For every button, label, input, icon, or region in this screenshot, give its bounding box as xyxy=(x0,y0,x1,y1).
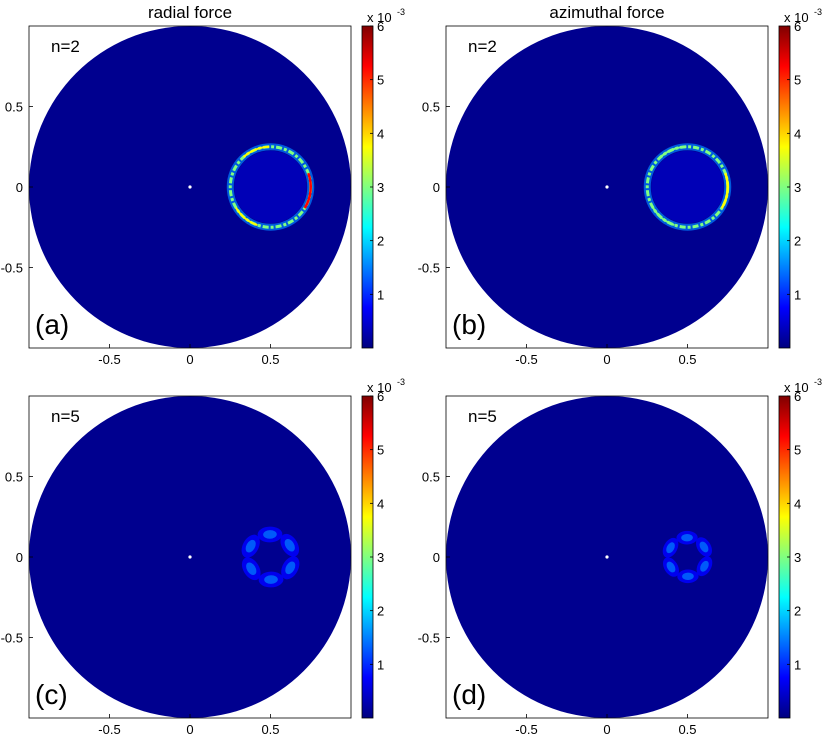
center-dot-c xyxy=(188,555,192,559)
lobe-core-d-2 xyxy=(666,561,676,573)
colorbar-tick-label-d: 3 xyxy=(794,550,801,565)
y-tick-label-d: -0.5 xyxy=(418,631,440,646)
colorbar-tick-label-a: 2 xyxy=(377,234,384,249)
lobe-core-c-3 xyxy=(245,539,256,553)
center-dot-b xyxy=(605,185,609,189)
y-tick-label-b: -0.5 xyxy=(418,261,440,276)
y-tick-label-a: 0 xyxy=(16,180,23,195)
lobe-core-d-1 xyxy=(682,572,694,581)
x-tick-label-d: 0.5 xyxy=(678,722,696,737)
lobe-core-c-2 xyxy=(246,562,257,575)
lobe-core-d-4 xyxy=(681,533,693,542)
x-tick-label-a: 0.5 xyxy=(261,352,279,367)
colorbar-tick-label-c: 4 xyxy=(377,496,384,511)
panel-a: radial force n=2 (a) -0.5 0 0.5 0.5 0 -0.5 1 2 3 4 5 6… xyxy=(1,3,405,367)
y-tick-label-b: 0 xyxy=(433,180,440,195)
x-tick-label-c: 0 xyxy=(186,722,193,737)
y-tick-label-b: 0.5 xyxy=(422,100,440,115)
mode-annotation-c: n=5 xyxy=(51,407,80,426)
y-tick-label-c: 0 xyxy=(16,550,23,565)
colorbar-exponent-d: -3 xyxy=(814,377,822,387)
mode-annotation-b: n=2 xyxy=(468,37,497,56)
lobe-core-c-5 xyxy=(284,539,295,552)
x-tick-label-b: 0 xyxy=(603,352,610,367)
colorbar-tick-label-b: 6 xyxy=(794,19,801,34)
ring-hotspot-b xyxy=(652,207,675,227)
colorbar-exponent-a: -3 xyxy=(397,7,405,17)
colorbar-multiplier-c: x 10 xyxy=(367,380,392,395)
panel-label-d: (d) xyxy=(452,679,486,710)
ring-hotspot-b xyxy=(720,172,729,209)
lobe-core-c-4 xyxy=(263,530,277,539)
lobe-core-d-5 xyxy=(699,541,709,553)
panel-label-c: (c) xyxy=(35,679,68,710)
mode-annotation-d: n=5 xyxy=(468,407,497,426)
colorbar-multiplier-a: x 10 xyxy=(367,10,392,25)
colorbar-tick-label-d: 2 xyxy=(794,604,801,619)
colorbar-tick-label-b: 4 xyxy=(794,126,801,141)
mode-annotation-a: n=2 xyxy=(51,37,80,56)
panel-d: n=5 (d) -0.5 0 0.5 0.5 0 -0.5 1 2 3 4 5 6x 10 -3 xyxy=(418,377,822,737)
colorbar-tick-label-b: 2 xyxy=(794,234,801,249)
colorbar-tick-label-d: 4 xyxy=(794,496,801,511)
colorbar-tick-label-a: 5 xyxy=(377,73,384,88)
lobe-core-c-1 xyxy=(264,575,278,584)
ring-hotspot-a xyxy=(303,172,312,209)
ring-hotspot-b xyxy=(660,145,687,158)
y-tick-label-a: 0.5 xyxy=(5,100,23,115)
colorbar-tick-label-b: 1 xyxy=(794,287,801,302)
x-tick-label-a: -0.5 xyxy=(98,352,120,367)
lobe-core-c-0 xyxy=(285,561,296,575)
colorbar-tick-label-a: 3 xyxy=(377,180,384,195)
panel-title-a: radial force xyxy=(148,3,232,22)
colorbar-tick-label-c: 5 xyxy=(377,443,384,458)
x-tick-label-c: 0.5 xyxy=(261,722,279,737)
panel-label-b: (b) xyxy=(452,309,486,340)
colorbar-tick-label-c: 6 xyxy=(377,389,384,404)
colorbar-tick-label-c: 2 xyxy=(377,604,384,619)
y-tick-label-d: 0 xyxy=(433,550,440,565)
ring-interior-b xyxy=(651,150,724,224)
center-dot-a xyxy=(188,185,192,189)
center-dot-d xyxy=(605,555,609,559)
x-tick-label-c: -0.5 xyxy=(98,722,120,737)
panel-b: azimuthal force n=2 (b) -0.5 0 0.5 0.5 0 -0.5 1 2 3… xyxy=(418,3,822,367)
ring-hotspot-a xyxy=(243,145,270,158)
colorbar-multiplier-d: x 10 xyxy=(784,380,809,395)
colorbar-exponent-c: -3 xyxy=(397,377,405,387)
lobe-core-d-0 xyxy=(700,560,709,572)
x-tick-label-d: -0.5 xyxy=(515,722,537,737)
colorbar-tick-label-a: 4 xyxy=(377,126,384,141)
colorbar-tick-label-a: 6 xyxy=(377,19,384,34)
panel-c: n=5 (c) -0.5 0 0.5 0.5 0 -0.5 1 2 3 4 5 6x 10 -3 xyxy=(1,377,405,737)
colorbar-tick-label-d: 5 xyxy=(794,443,801,458)
y-tick-label-c: -0.5 xyxy=(1,631,23,646)
x-tick-label-d: 0 xyxy=(603,722,610,737)
colorbar-tick-label-c: 3 xyxy=(377,550,384,565)
y-tick-label-c: 0.5 xyxy=(5,470,23,485)
colorbar-tick-label-d: 1 xyxy=(794,657,801,672)
x-tick-label-b: -0.5 xyxy=(515,352,537,367)
colorbar-tick-label-b: 5 xyxy=(794,73,801,88)
x-tick-label-b: 0.5 xyxy=(678,352,696,367)
y-tick-label-a: -0.5 xyxy=(1,261,23,276)
lobe-core-d-3 xyxy=(666,542,675,554)
colorbar-tick-label-b: 3 xyxy=(794,180,801,195)
colorbar-exponent-b: -3 xyxy=(814,7,822,17)
y-tick-label-d: 0.5 xyxy=(422,470,440,485)
colorbar-tick-label-c: 1 xyxy=(377,657,384,672)
panel-title-b: azimuthal force xyxy=(549,3,664,22)
panel-label-a: (a) xyxy=(35,309,69,340)
ring-hotspot-a xyxy=(235,207,258,227)
colorbar-tick-label-a: 1 xyxy=(377,287,384,302)
colorbar-tick-label-d: 6 xyxy=(794,389,801,404)
x-tick-label-a: 0 xyxy=(186,352,193,367)
ring-interior-a xyxy=(234,150,307,224)
colorbar-multiplier-b: x 10 xyxy=(784,10,809,25)
